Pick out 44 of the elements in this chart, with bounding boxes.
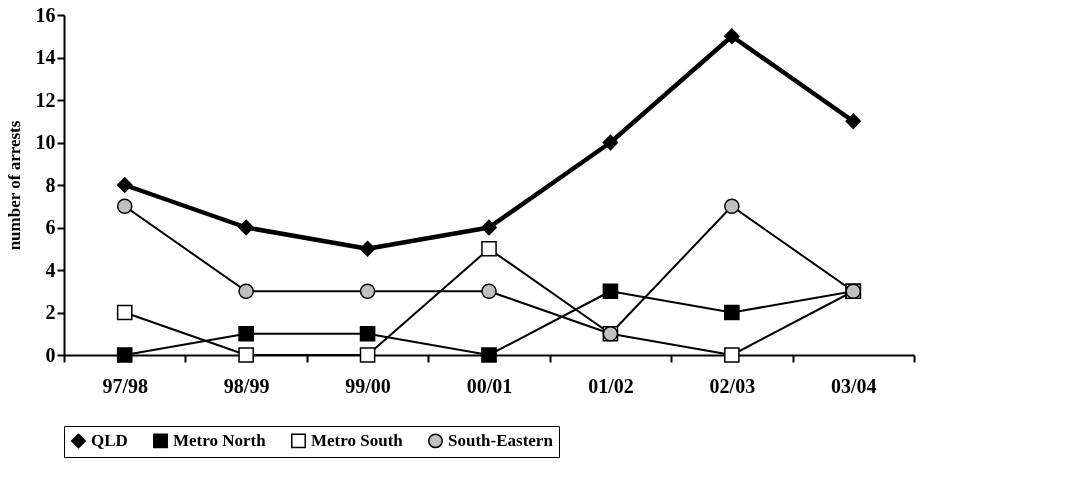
legend-label: QLD [91, 430, 128, 450]
y-tick-label: 12 [35, 88, 56, 111]
y-tick-label: 10 [35, 131, 56, 153]
point [724, 347, 740, 363]
legend-label: Metro South [311, 430, 404, 450]
y-tick-label: 8 [45, 173, 56, 196]
y-tick-label: 6 [45, 216, 56, 238]
y-tick-label: 4 [45, 258, 56, 281]
point [845, 113, 862, 130]
point [724, 304, 740, 321]
y-tick-label: 0 [45, 343, 56, 366]
point [359, 325, 376, 342]
legend-label: South-Eastern [448, 430, 554, 450]
point [238, 325, 254, 342]
y-tick-label: 16 [35, 3, 56, 26]
point [724, 28, 740, 45]
point [238, 219, 254, 236]
x-tick-label: 01/02 [588, 374, 634, 397]
point [602, 283, 619, 300]
point [481, 240, 497, 257]
x-tick-label: 02/03 [709, 374, 756, 397]
point [602, 134, 619, 151]
point [116, 177, 133, 193]
point [481, 283, 497, 300]
y-axis-title: number of arrests [4, 120, 24, 251]
legend-label: Metro North [173, 430, 267, 450]
point [238, 283, 254, 300]
x-tick-label: 03/04 [831, 374, 877, 397]
x-tick-label: 98/99 [223, 374, 270, 397]
x-tick-label: 99/00 [345, 374, 391, 397]
y-tick-label: 14 [35, 46, 56, 68]
point [481, 347, 497, 363]
point [116, 304, 133, 321]
point [724, 198, 740, 215]
y-tick-label: 2 [45, 301, 56, 323]
point [238, 347, 254, 363]
point [116, 347, 133, 363]
x-tick-label: 97/98 [102, 374, 148, 397]
x-tick-label: 00/01 [466, 374, 513, 397]
point [359, 347, 376, 363]
point [359, 240, 376, 257]
point [116, 198, 133, 215]
point [481, 219, 497, 236]
point [359, 283, 376, 300]
